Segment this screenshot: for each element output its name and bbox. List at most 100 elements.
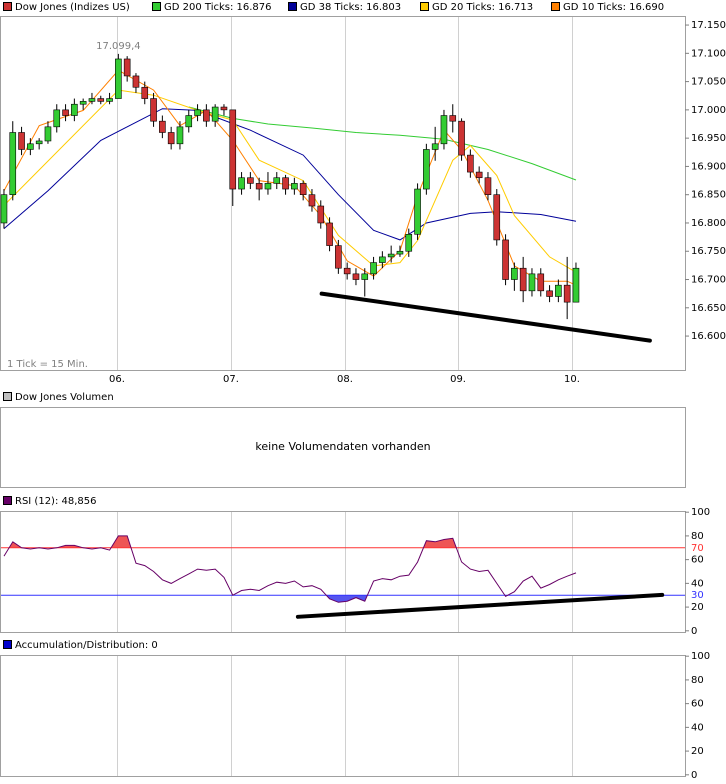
candle-body [361,273,369,280]
candle-body [79,101,87,105]
candle-body [150,98,157,122]
candle-body [53,109,61,128]
candle-body [572,267,580,303]
candle-body [546,290,553,297]
panel-frame [0,407,686,488]
candle-body [335,245,342,269]
candle-body [343,267,351,275]
candle-body [431,143,439,150]
moving-average-line [188,106,577,181]
candle-body [27,143,34,150]
candle-body [220,106,228,111]
y-tick-label: 40 [691,578,704,589]
candle-body [88,98,96,102]
legend-label: Dow Jones (Indizes US) [15,2,130,13]
candle-body [176,126,184,145]
candle-body [0,194,8,224]
candle-body [370,262,377,275]
candle-body [273,177,281,184]
legend-label: GD 20 Ticks: 16.713 [432,2,533,13]
candle-body [563,284,571,303]
candle-body [255,183,263,190]
reference-label: 70 [691,543,704,554]
reference-label: 30 [691,590,704,601]
candle-body [405,233,413,252]
y-tick-label: 40 [691,722,704,733]
candle-body [132,75,140,88]
legend-swatch [420,2,429,11]
y-tick-label: 60 [691,699,704,710]
candle-body [159,120,166,133]
candle-body [229,109,237,190]
y-tick-label: 16.950 [691,133,726,144]
candle-body [71,103,78,116]
y-tick-label: 100 [691,651,710,662]
y-tick-label: 16.650 [691,303,726,314]
candle-body [537,273,545,292]
y-tick-label: 100 [691,507,710,518]
candle-body [194,109,201,116]
candle-body [247,177,254,184]
legend-swatch [288,2,297,11]
legend-swatch [152,2,161,11]
candle-body [396,250,404,255]
candle-body [62,109,69,116]
candle-body [414,188,421,235]
candle-body [9,132,17,195]
panel-frame [0,16,686,371]
legend-swatch [551,2,560,11]
candle-body [35,140,43,145]
y-tick-label: 17.100 [691,48,726,59]
candle-body [18,132,25,150]
y-tick-label: 16.900 [691,161,726,172]
candle-body [379,256,386,263]
legend-label: GD 38 Ticks: 16.803 [300,2,401,13]
candle-body [467,154,474,173]
panel-title: Dow Jones Volumen [15,392,114,403]
y-tick-label: 60 [691,555,704,566]
y-tick-label: 17.050 [691,77,726,88]
x-tick-label: 09. [450,374,466,385]
threshold-fill [326,595,508,603]
x-tick-label: 06. [109,374,125,385]
candle-body [123,58,131,77]
y-tick-label: 16.800 [691,218,726,229]
candle-body [519,267,527,292]
footnote: 1 Tick = 15 Min. [7,359,88,370]
candle-body [475,171,483,179]
y-tick-label: 0 [691,770,697,781]
candle-body [291,183,298,190]
candle-body [458,120,465,156]
candle-body [502,239,509,280]
candle-body [555,284,562,297]
candle-body [484,177,492,195]
panel-title: Accumulation/Distribution: 0 [15,640,158,651]
annotation: 17.099,4 [96,41,141,52]
candle-body [106,98,113,102]
panel-title: RSI (12): 48,856 [15,496,97,507]
header-swatch [3,496,12,505]
candle-body [282,177,289,190]
header-swatch [3,392,12,401]
y-tick-label: 20 [691,746,704,757]
candle-body [167,132,175,145]
y-tick-label: 20 [691,602,704,613]
header-swatch [3,640,12,649]
legend: Dow Jones (Indizes US) GD 200 Ticks: 16.8… [3,2,664,13]
candle-body [44,126,52,142]
y-tick-label: 16.700 [691,275,726,286]
candle-body [264,183,272,190]
candle-body [449,115,457,122]
panel-frame [0,655,686,777]
candle-body [211,106,219,122]
candle-body [528,273,536,292]
candle-body [511,267,518,280]
candle-body [440,115,448,145]
y-tick-label: 17.150 [691,20,726,31]
candle-body [387,253,395,258]
candle-body [97,98,105,102]
indicator-line [3,535,577,603]
legend-label: GD 200 Ticks: 16.876 [164,2,272,13]
